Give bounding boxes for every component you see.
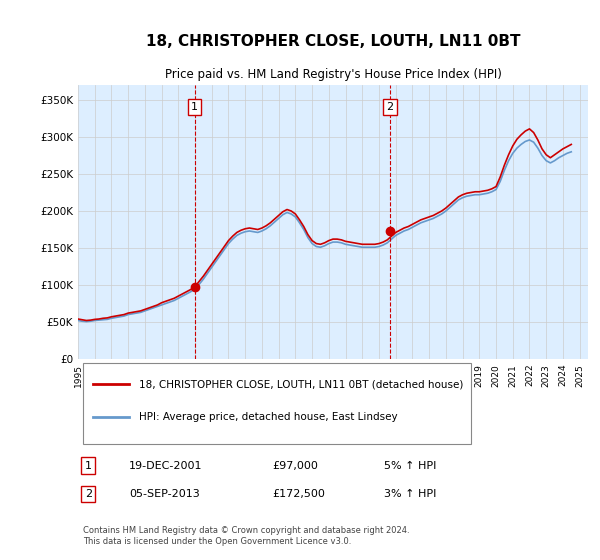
Text: 5% ↑ HPI: 5% ↑ HPI [384,460,436,470]
Text: 1: 1 [85,460,92,470]
Text: Price paid vs. HM Land Registry's House Price Index (HPI): Price paid vs. HM Land Registry's House … [164,68,502,81]
Text: £172,500: £172,500 [272,489,325,499]
Text: £97,000: £97,000 [272,460,317,470]
Text: 18, CHRISTOPHER CLOSE, LOUTH, LN11 0BT (detached house): 18, CHRISTOPHER CLOSE, LOUTH, LN11 0BT (… [139,379,464,389]
Text: 19-DEC-2001: 19-DEC-2001 [129,460,203,470]
Text: 2: 2 [85,489,92,499]
FancyBboxPatch shape [83,363,471,444]
Text: 2: 2 [386,102,394,112]
Text: Contains HM Land Registry data © Crown copyright and database right 2024.
This d: Contains HM Land Registry data © Crown c… [83,526,410,545]
Text: 18, CHRISTOPHER CLOSE, LOUTH, LN11 0BT: 18, CHRISTOPHER CLOSE, LOUTH, LN11 0BT [146,34,520,49]
Text: 1: 1 [191,102,198,112]
Text: 3% ↑ HPI: 3% ↑ HPI [384,489,436,499]
Text: 05-SEP-2013: 05-SEP-2013 [129,489,200,499]
Text: HPI: Average price, detached house, East Lindsey: HPI: Average price, detached house, East… [139,412,398,422]
